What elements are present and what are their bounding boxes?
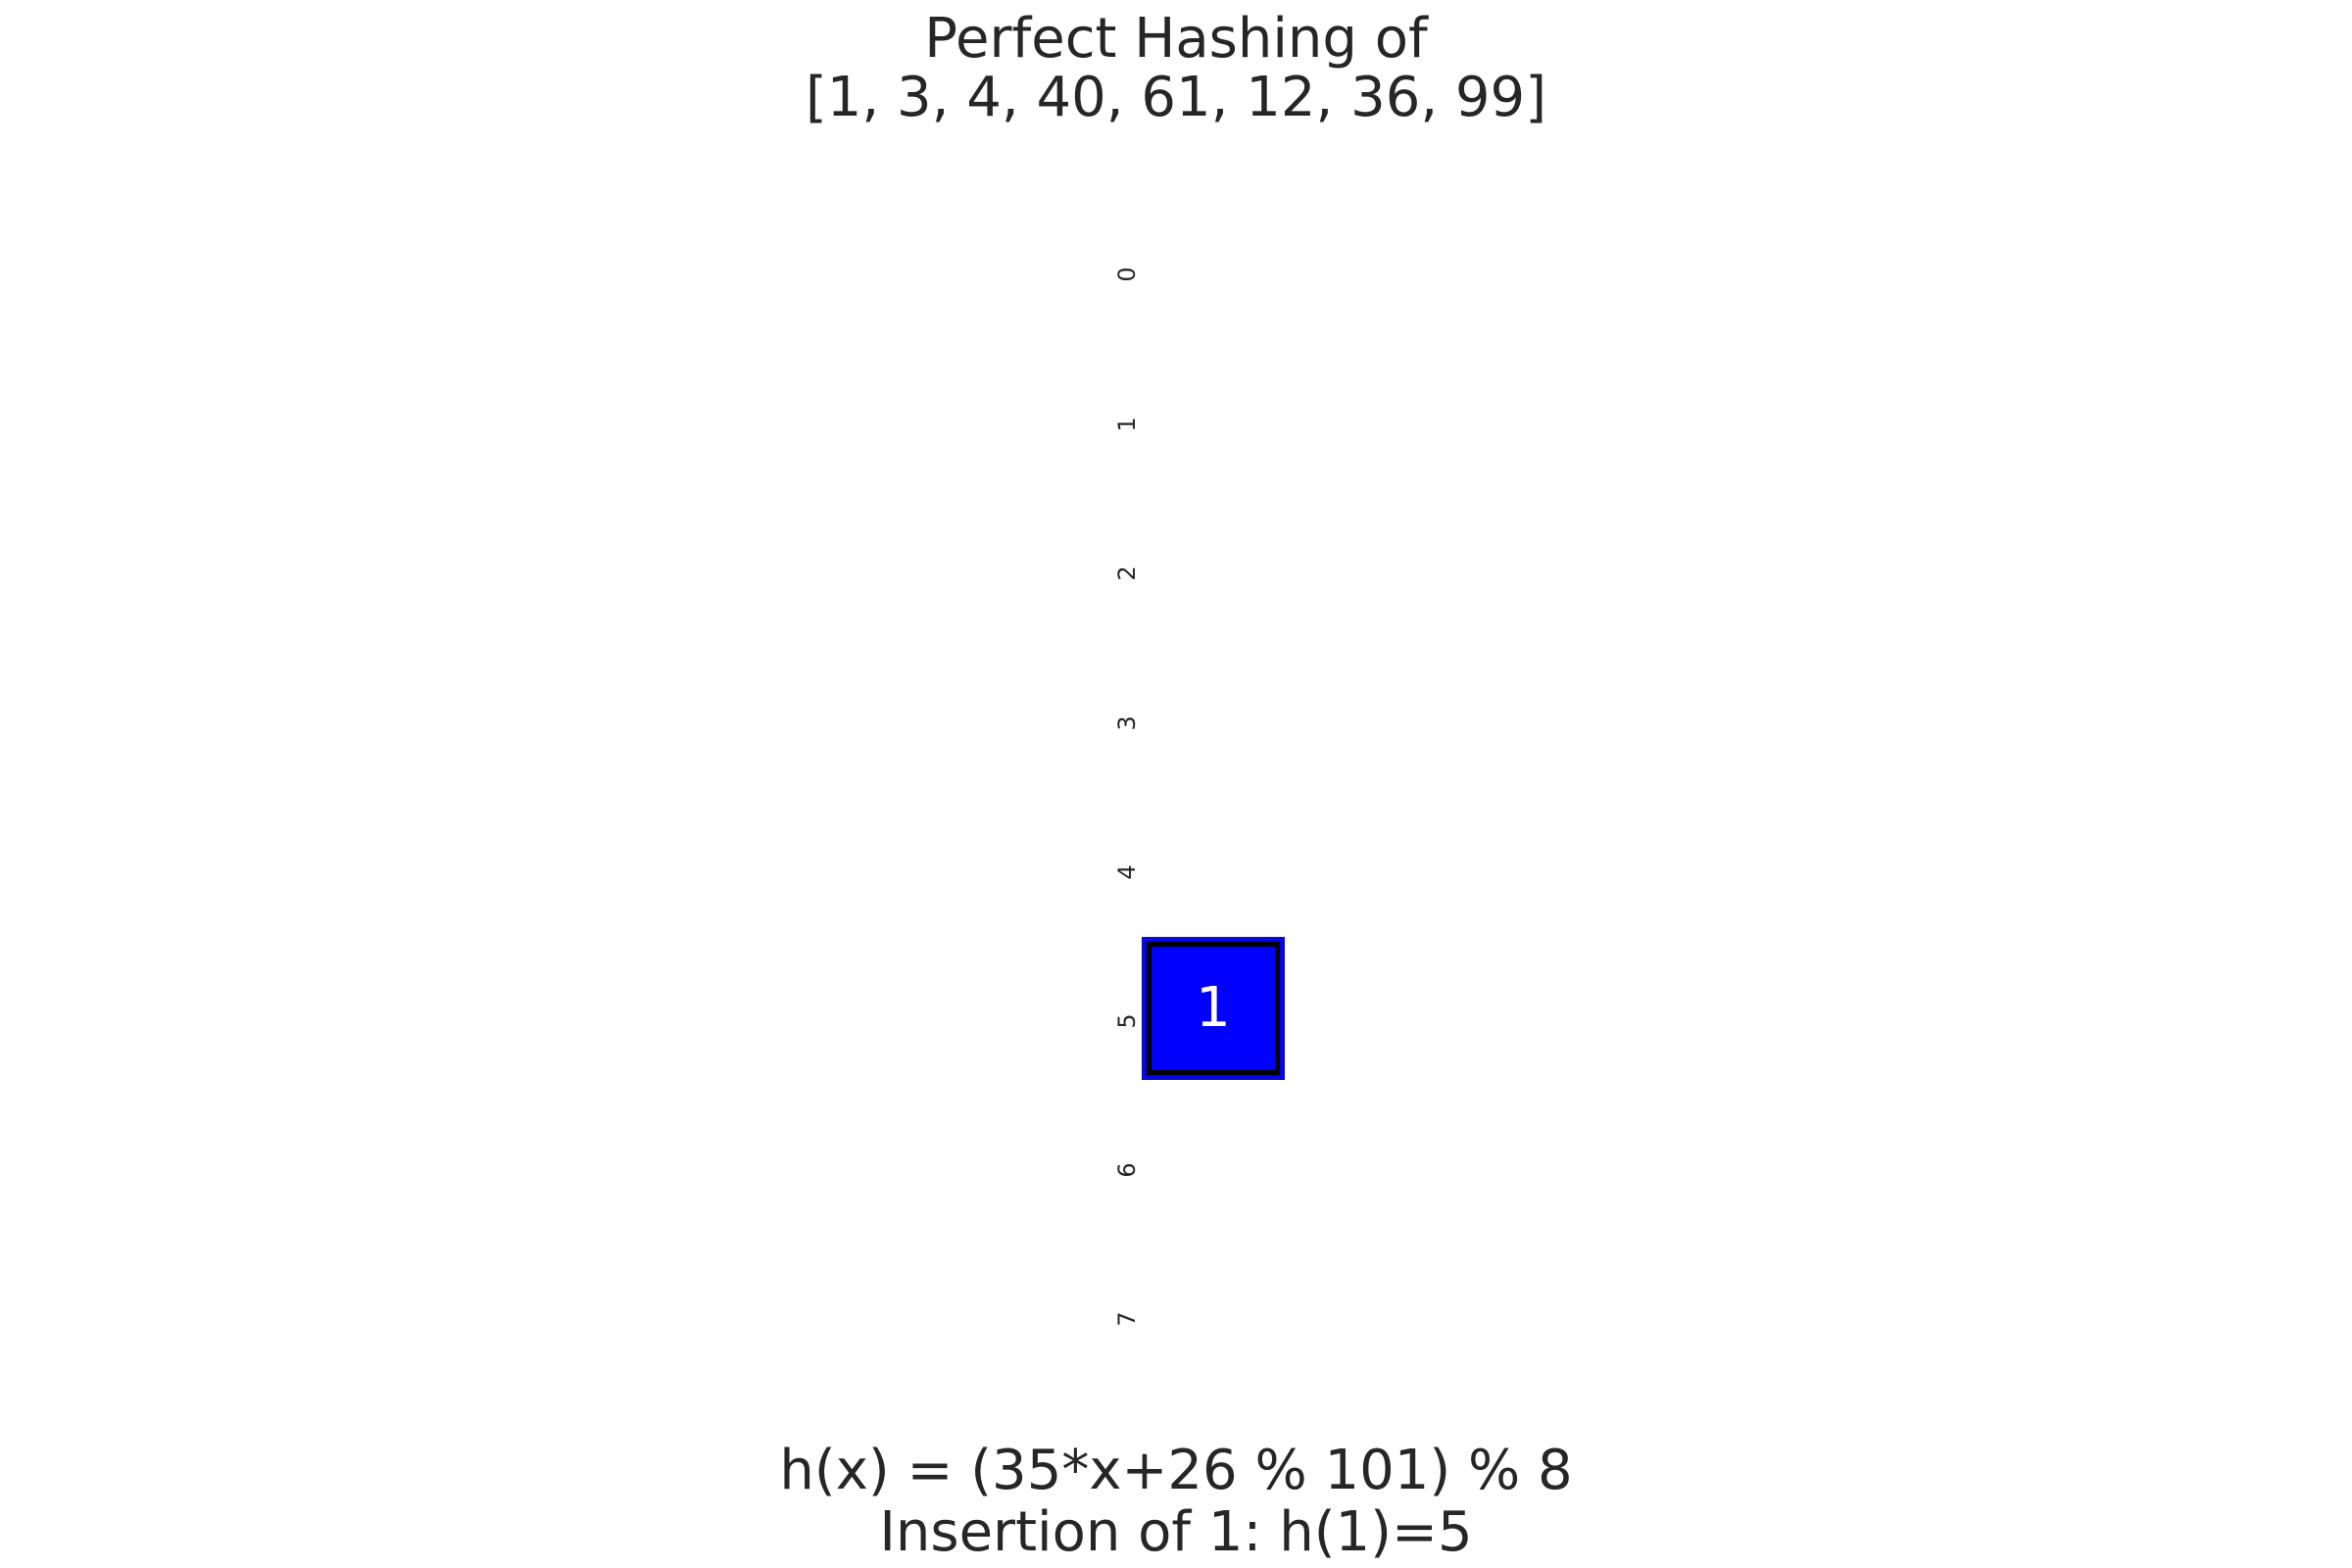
title-line-2: [1, 3, 4, 40, 61, 12, 36, 99] [805,66,1547,129]
slot-value: 1 [1196,976,1231,1040]
filled-slot-border: 1 [1147,942,1280,1075]
title-line-1: Perfect Hashing of [924,7,1428,71]
insertion-label: Insertion of 1: h(1)=5 [879,1500,1473,1564]
hash-function-label: h(x) = (35*x+26 % 101) % 8 [779,1439,1573,1502]
filled-slot-5: 1 [1142,937,1285,1080]
